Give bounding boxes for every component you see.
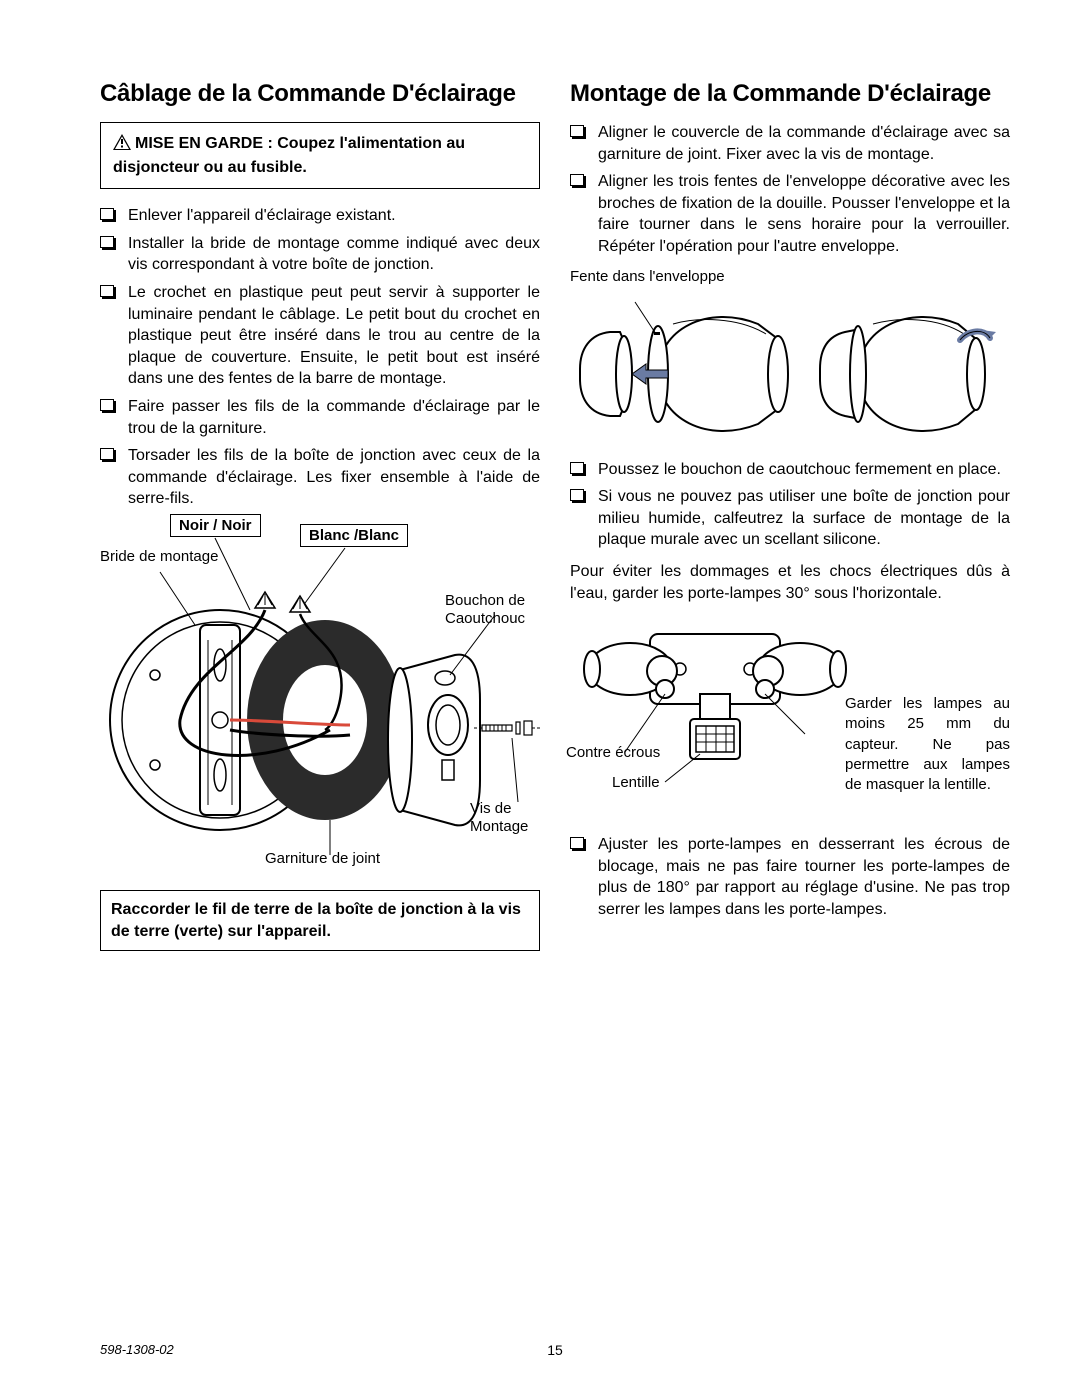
wiring-checklist: Enlever l'appareil d'éclairage existant.… xyxy=(100,205,540,510)
label-lens: Lentille xyxy=(612,774,660,791)
warning-icon xyxy=(113,134,131,157)
mounting-checklist-3: Ajuster les porte-lampes en desserrant l… xyxy=(570,834,1010,920)
shroud-diagram xyxy=(570,289,1010,459)
list-item: Torsader les fils de la boîte de jonctio… xyxy=(100,445,540,510)
list-item: Poussez le bouchon de caoutchouc fermeme… xyxy=(570,459,1010,481)
shroud-slot-label: Fente dans l'enveloppe xyxy=(570,268,1010,285)
list-item: Enlever l'appareil d'éclairage existant. xyxy=(100,205,540,227)
doc-number: 598-1308-02 xyxy=(100,1342,174,1357)
list-item: Faire passer les fils de la commande d'é… xyxy=(100,396,540,439)
heading-mounting: Montage de la Commande D'éclairage xyxy=(570,80,1010,108)
list-item: Aligner le couvercle de la commande d'éc… xyxy=(570,122,1010,165)
avoid-damage-text: Pour éviter les dommages et les chocs él… xyxy=(570,561,1010,604)
label-plug: Bouchon de Caoutchouc xyxy=(445,592,540,628)
page-number: 15 xyxy=(547,1342,563,1358)
list-item: Aligner les trois fentes de l'enveloppe … xyxy=(570,171,1010,257)
right-column: Montage de la Commande D'éclairage Align… xyxy=(570,80,1010,951)
list-item: Si vous ne pouvez pas utiliser une boîte… xyxy=(570,486,1010,551)
left-column: Câblage de la Commande D'éclairage MISE … xyxy=(100,80,540,951)
heading-wiring: Câblage de la Commande D'éclairage xyxy=(100,80,540,108)
wiring-diagram: Bouchon de Caoutchouc Vis de Montage Gar… xyxy=(100,520,540,880)
label-screw: Vis de Montage xyxy=(470,800,540,836)
warning-text: MISE EN GARDE : Coupez l'alimentation au… xyxy=(113,135,465,176)
list-item: Le crochet en plastique peut peut servir… xyxy=(100,282,540,390)
list-item: Installer la bride de montage comme indi… xyxy=(100,233,540,276)
label-locknuts: Contre écrous xyxy=(566,744,660,761)
fixture-note: Garder les lampes au moins 25 mm du capt… xyxy=(845,694,1010,795)
warning-box: MISE EN GARDE : Coupez l'alimentation au… xyxy=(100,122,540,189)
fixture-diagram: Contre écrous Lentille Garder les lampes… xyxy=(570,614,1010,834)
mounting-checklist-2: Poussez le bouchon de caoutchouc fermeme… xyxy=(570,459,1010,551)
list-item: Ajuster les porte-lampes en desserrant l… xyxy=(570,834,1010,920)
page-footer: 598-1308-02 15 xyxy=(100,1342,1010,1357)
label-gasket: Garniture de joint xyxy=(265,850,380,867)
mounting-checklist-1: Aligner le couvercle de la commande d'éc… xyxy=(570,122,1010,258)
